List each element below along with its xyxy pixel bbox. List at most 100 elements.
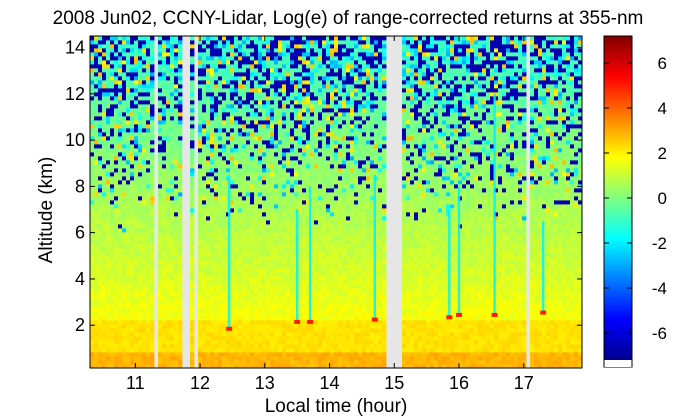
heatmap-cell	[246, 312, 251, 317]
heatmap-cell	[222, 228, 227, 233]
heatmap-cell	[338, 340, 343, 345]
heatmap-cell	[318, 112, 323, 117]
heatmap-cell	[214, 296, 219, 301]
heatmap-cell	[142, 264, 147, 269]
heatmap-cell	[206, 144, 211, 149]
heatmap-cell	[122, 356, 127, 361]
heatmap-cell	[174, 256, 179, 261]
heatmap-cell	[174, 356, 179, 361]
heatmap-cell	[202, 152, 207, 157]
heatmap-cell	[246, 48, 251, 53]
heatmap-cell	[118, 96, 123, 101]
heatmap-cell	[170, 136, 175, 141]
heatmap-cell	[190, 284, 195, 289]
heatmap-cell	[242, 116, 247, 121]
heatmap-cell	[150, 320, 155, 325]
heatmap-cell	[90, 52, 95, 57]
heatmap-cell	[234, 288, 239, 293]
heatmap-cell	[134, 316, 139, 321]
heatmap-cell	[178, 64, 183, 69]
heatmap-cell	[318, 148, 323, 153]
heatmap-cell	[278, 56, 283, 61]
heatmap-cell	[166, 96, 171, 101]
heatmap-cell	[306, 212, 311, 217]
heatmap-cell	[266, 276, 271, 281]
heatmap-cell	[322, 228, 327, 233]
heatmap-cell	[238, 304, 243, 309]
heatmap-cell	[278, 104, 283, 109]
heatmap-cell	[338, 320, 343, 325]
heatmap-cell	[106, 172, 111, 177]
heatmap-cell	[282, 176, 287, 181]
heatmap-cell	[214, 320, 219, 325]
heatmap-cell	[126, 208, 131, 213]
heatmap-cell	[118, 232, 123, 237]
heatmap-cell	[306, 272, 311, 277]
heatmap-cell	[302, 224, 307, 229]
heatmap-cell	[334, 320, 339, 325]
heatmap-cell	[170, 324, 175, 329]
heatmap-cell	[226, 356, 231, 361]
heatmap-cell	[98, 208, 103, 213]
heatmap-cell	[282, 304, 287, 309]
heatmap-cell	[230, 100, 235, 105]
heatmap-cell	[138, 100, 143, 105]
heatmap-cell	[302, 268, 307, 273]
heatmap-cell	[114, 180, 119, 185]
heatmap-cell	[290, 304, 295, 309]
heatmap-cell	[314, 336, 319, 341]
heatmap-cell	[102, 212, 107, 217]
heatmap-cell	[270, 120, 275, 125]
heatmap-cell	[102, 76, 107, 81]
heatmap-cell	[246, 44, 251, 49]
heatmap-cell	[222, 312, 227, 317]
heatmap-cell	[90, 64, 95, 69]
heatmap-cell	[246, 256, 251, 261]
heatmap-cell	[210, 244, 215, 249]
heatmap-cell	[214, 252, 219, 257]
heatmap-cell	[150, 208, 155, 213]
heatmap-cell	[198, 192, 203, 197]
heatmap-cell	[126, 148, 131, 153]
heatmap-cell	[290, 200, 295, 205]
heatmap-cell	[242, 300, 247, 305]
heatmap-cell	[110, 228, 115, 233]
heatmap-cell	[250, 48, 255, 53]
heatmap-cell	[230, 56, 235, 61]
heatmap-cell	[206, 340, 211, 345]
heatmap-cell	[106, 340, 111, 345]
heatmap-cell	[346, 364, 351, 368]
heatmap-cell	[130, 348, 135, 353]
heatmap-cell	[222, 204, 227, 209]
heatmap-cell	[226, 40, 231, 45]
heatmap-cell	[258, 208, 263, 213]
heatmap-cell	[214, 220, 219, 225]
heatmap-cell	[222, 144, 227, 149]
heatmap-cell	[326, 56, 331, 61]
heatmap-cell	[102, 92, 107, 97]
heatmap-cell	[238, 36, 243, 41]
heatmap-cell	[150, 180, 155, 185]
heatmap-cell	[310, 72, 315, 77]
heatmap-cell	[170, 280, 175, 285]
heatmap-cell	[190, 72, 195, 77]
heatmap-cell	[118, 212, 123, 217]
heatmap-cell	[318, 96, 323, 101]
heatmap-cell	[250, 96, 255, 101]
heatmap-cell	[218, 236, 223, 241]
heatmap-cell	[150, 200, 155, 205]
heatmap-cell	[326, 120, 331, 125]
heatmap-cell	[98, 108, 103, 113]
heatmap-cell	[158, 216, 163, 221]
heatmap-cell	[98, 344, 103, 349]
heatmap-cell	[230, 364, 235, 368]
heatmap-cell	[238, 40, 243, 45]
heatmap-cell	[274, 160, 279, 165]
heatmap-cell	[286, 100, 291, 105]
heatmap-cell	[294, 348, 299, 353]
heatmap-cell	[250, 116, 255, 121]
heatmap-cell	[106, 256, 111, 261]
heatmap-cell	[238, 292, 243, 297]
heatmap-cell	[306, 148, 311, 153]
heatmap-cell	[306, 124, 311, 129]
